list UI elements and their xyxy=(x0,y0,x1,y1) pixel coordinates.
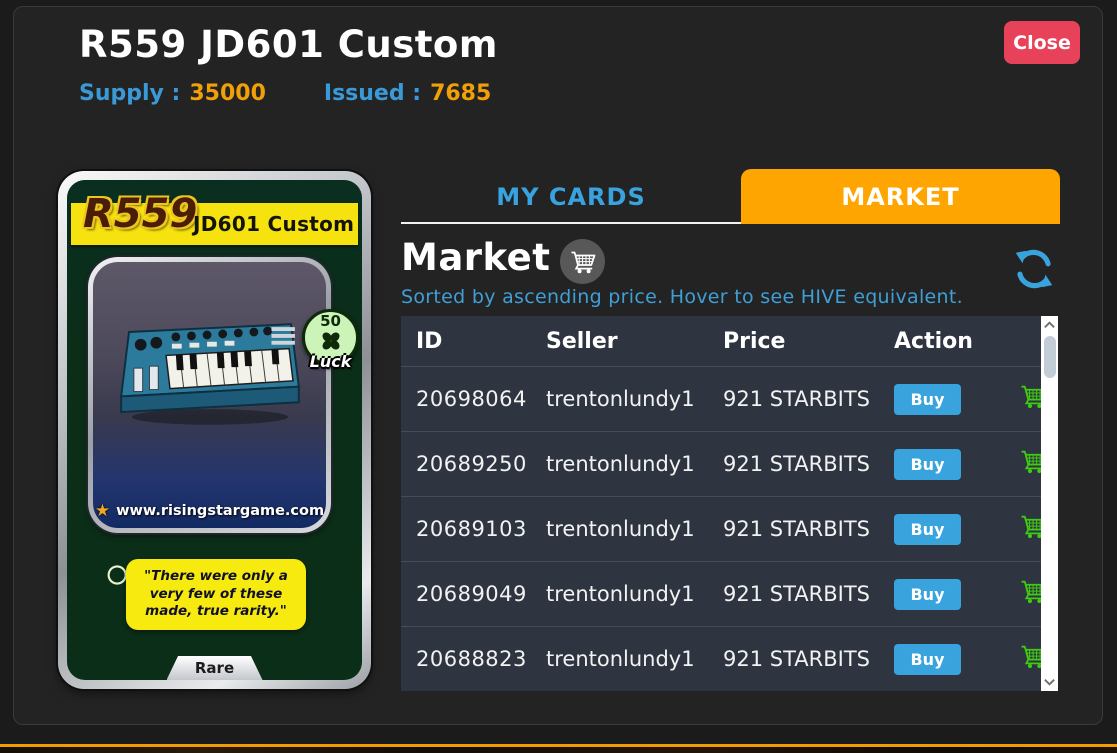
cell-id: 20689049 xyxy=(416,582,527,606)
buy-button[interactable]: Buy xyxy=(894,578,961,610)
cart-action-icon[interactable] xyxy=(1020,449,1041,474)
table-row: 20689250 trentonlundy1 921 STARBITS Buy xyxy=(401,431,1041,496)
cell-seller: trentonlundy1 xyxy=(546,647,695,671)
scrollbar[interactable] xyxy=(1041,316,1058,691)
tab-underline xyxy=(401,222,741,224)
page-title: R559 JD601 Custom xyxy=(79,23,498,66)
card-artwork: R559 JD601 Custom xyxy=(67,180,362,680)
col-header-price: Price xyxy=(723,328,786,354)
card-inner-panel: ★ www.risingstargame.com xyxy=(88,257,331,533)
refresh-icon[interactable] xyxy=(1009,243,1059,295)
issued-label: Issued : xyxy=(323,81,422,106)
rarity-badge: Rare xyxy=(166,656,263,680)
table-row: 20688823 trentonlundy1 921 STARBITS Buy xyxy=(401,626,1041,691)
tab-my-cards[interactable]: MY CARDS xyxy=(496,182,646,211)
supply-issued-row: Supply : 35000 Issued : 7685 xyxy=(79,81,491,106)
cell-id: 20689250 xyxy=(416,452,527,476)
cell-seller: trentonlundy1 xyxy=(546,582,695,606)
supply-label: Supply : xyxy=(79,81,181,106)
cart-action-icon[interactable] xyxy=(1020,514,1041,539)
buy-button[interactable]: Buy xyxy=(894,448,961,480)
tab-market[interactable]: MARKET xyxy=(741,169,1060,224)
card-detail-modal: R559 JD601 Custom Supply : 35000 Issued … xyxy=(13,6,1103,725)
cell-id: 20688823 xyxy=(416,647,527,671)
card-code: R559 xyxy=(83,191,198,237)
luck-badge: 50 Luck xyxy=(302,309,359,371)
market-heading: Market xyxy=(401,236,551,279)
card-inner-background: ★ www.risingstargame.com xyxy=(93,262,326,528)
issued-value: 7685 xyxy=(430,81,492,106)
buy-button[interactable]: Buy xyxy=(894,513,961,545)
cell-price: 921 STARBITS xyxy=(723,517,870,541)
buy-button[interactable]: Buy xyxy=(894,383,961,415)
card-name: JD601 Custom xyxy=(193,212,355,236)
cell-seller: trentonlundy1 xyxy=(546,452,695,476)
cart-icon xyxy=(560,239,606,284)
cell-price: 921 STARBITS xyxy=(723,582,870,606)
synthesizer-image xyxy=(119,323,300,425)
collectible-card: R559 JD601 Custom xyxy=(58,171,371,689)
col-header-seller: Seller xyxy=(546,328,618,354)
supply-value: 35000 xyxy=(189,81,266,106)
close-button[interactable]: Close xyxy=(1004,21,1080,64)
star-icon: ★ xyxy=(94,501,111,521)
card-quote: "There were only a very few of these mad… xyxy=(126,559,306,630)
card-title-banner: R559 JD601 Custom xyxy=(71,191,358,245)
market-header: Market xyxy=(401,231,606,284)
luck-value: 50 xyxy=(320,312,341,330)
cell-id: 20689103 xyxy=(416,517,527,541)
website-row: ★ www.risingstargame.com xyxy=(93,501,326,521)
scroll-down-icon[interactable] xyxy=(1043,675,1056,689)
cell-seller: trentonlundy1 xyxy=(546,517,695,541)
scroll-up-icon[interactable] xyxy=(1043,318,1056,332)
page-behind-modal xyxy=(0,747,1117,753)
cell-price: 921 STARBITS xyxy=(723,647,870,671)
cell-price: 921 STARBITS xyxy=(723,452,870,476)
market-subtitle: Sorted by ascending price. Hover to see … xyxy=(401,286,963,308)
page-bottom-accent xyxy=(0,744,1117,747)
table-row: 20698064 trentonlundy1 921 STARBITS Buy xyxy=(401,366,1041,431)
luck-label: Luck xyxy=(309,352,352,371)
cell-seller: trentonlundy1 xyxy=(546,387,695,411)
website-url: www.risingstargame.com xyxy=(116,503,325,519)
col-header-id: ID xyxy=(416,328,443,354)
cell-price: 921 STARBITS xyxy=(723,387,870,411)
buy-button[interactable]: Buy xyxy=(894,643,961,675)
cart-action-icon[interactable] xyxy=(1020,579,1041,604)
table-row: 20689049 trentonlundy1 921 STARBITS Buy xyxy=(401,561,1041,626)
table-row: 20689103 trentonlundy1 921 STARBITS Buy xyxy=(401,496,1041,561)
clover-icon xyxy=(321,332,340,350)
col-header-action: Action xyxy=(894,328,973,354)
cell-id: 20698064 xyxy=(416,387,527,411)
table-header-row: ID Seller Price Action xyxy=(401,316,1041,366)
cart-action-icon[interactable] xyxy=(1020,384,1041,409)
scrollbar-thumb[interactable] xyxy=(1043,336,1056,378)
cart-action-icon[interactable] xyxy=(1020,644,1041,669)
market-table: ID Seller Price Action 20698064 trentonl… xyxy=(401,316,1041,691)
